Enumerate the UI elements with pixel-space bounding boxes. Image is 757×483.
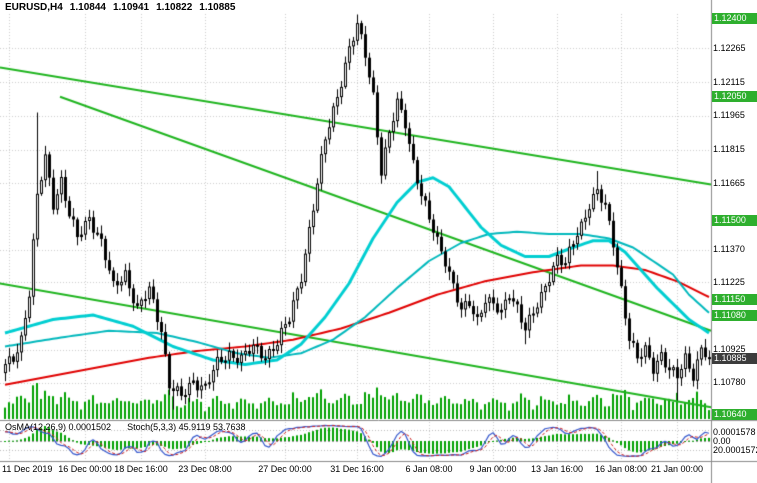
mt4-chart-window: EURUSD,H4 1.10844 1.10941 1.10822 1.1088… (0, 0, 757, 483)
price-chart-canvas[interactable] (0, 0, 757, 483)
